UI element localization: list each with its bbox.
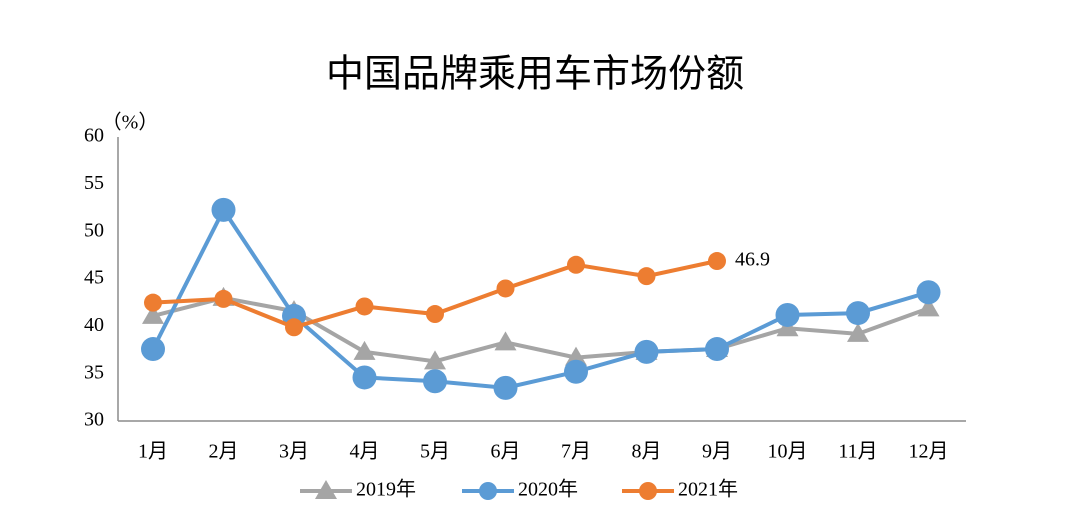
y-tick-label: 55 [84, 172, 104, 194]
marker [352, 365, 377, 390]
x-tick-label: 8月 [632, 441, 662, 463]
x-tick-label: 10月 [768, 441, 808, 463]
x-tick-label: 7月 [561, 441, 591, 463]
y-tick-label: 50 [84, 219, 104, 241]
x-tick-label: 12月 [909, 441, 949, 463]
marker [847, 322, 869, 342]
marker [285, 318, 303, 337]
marker [916, 280, 941, 305]
marker [639, 482, 657, 500]
legend-label: 2021年 [678, 478, 738, 501]
marker [424, 350, 446, 370]
marker [496, 279, 515, 298]
chart-title: 中国品牌乘用车市场份额 [326, 52, 744, 96]
x-tick-label: 5月 [420, 441, 450, 463]
marker [214, 289, 233, 308]
marker [846, 301, 870, 326]
x-tick-label: 1月 [138, 441, 168, 463]
marker [141, 337, 165, 362]
marker [637, 267, 656, 286]
y-tick-label: 35 [84, 361, 104, 383]
marker [315, 480, 337, 499]
marker [564, 359, 588, 384]
marker [211, 197, 236, 222]
marker [567, 255, 585, 274]
marker [775, 302, 800, 327]
x-tick-label: 2月 [209, 441, 239, 463]
x-tick-label: 3月 [279, 441, 309, 463]
marker [142, 304, 164, 324]
line [151, 205, 930, 390]
marker [423, 369, 447, 394]
marker [144, 293, 162, 312]
y-axis-label: （%） [102, 111, 159, 134]
marker [565, 346, 587, 366]
marker [708, 252, 726, 271]
x-tick-label: 11月 [838, 441, 877, 463]
y-tick-label: 45 [84, 267, 104, 289]
marker [353, 340, 376, 360]
x-tick-label: 6月 [491, 441, 521, 463]
y-tick-label: 30 [84, 409, 104, 431]
marker [634, 339, 659, 364]
marker [917, 297, 940, 317]
marker [426, 305, 444, 324]
value-label: 46.9 [735, 249, 770, 271]
y-tick-label: 40 [84, 314, 104, 336]
marker [494, 331, 517, 351]
y-tick-label: 60 [84, 125, 104, 147]
marker [479, 482, 497, 500]
marker [355, 297, 374, 316]
x-tick-label: 9月 [702, 441, 732, 463]
x-tick-label: 4月 [350, 441, 380, 463]
legend-label: 2019年 [356, 478, 416, 501]
marker [493, 375, 518, 400]
line [152, 295, 930, 364]
marker [705, 337, 729, 362]
legend-label: 2020年 [518, 478, 578, 501]
